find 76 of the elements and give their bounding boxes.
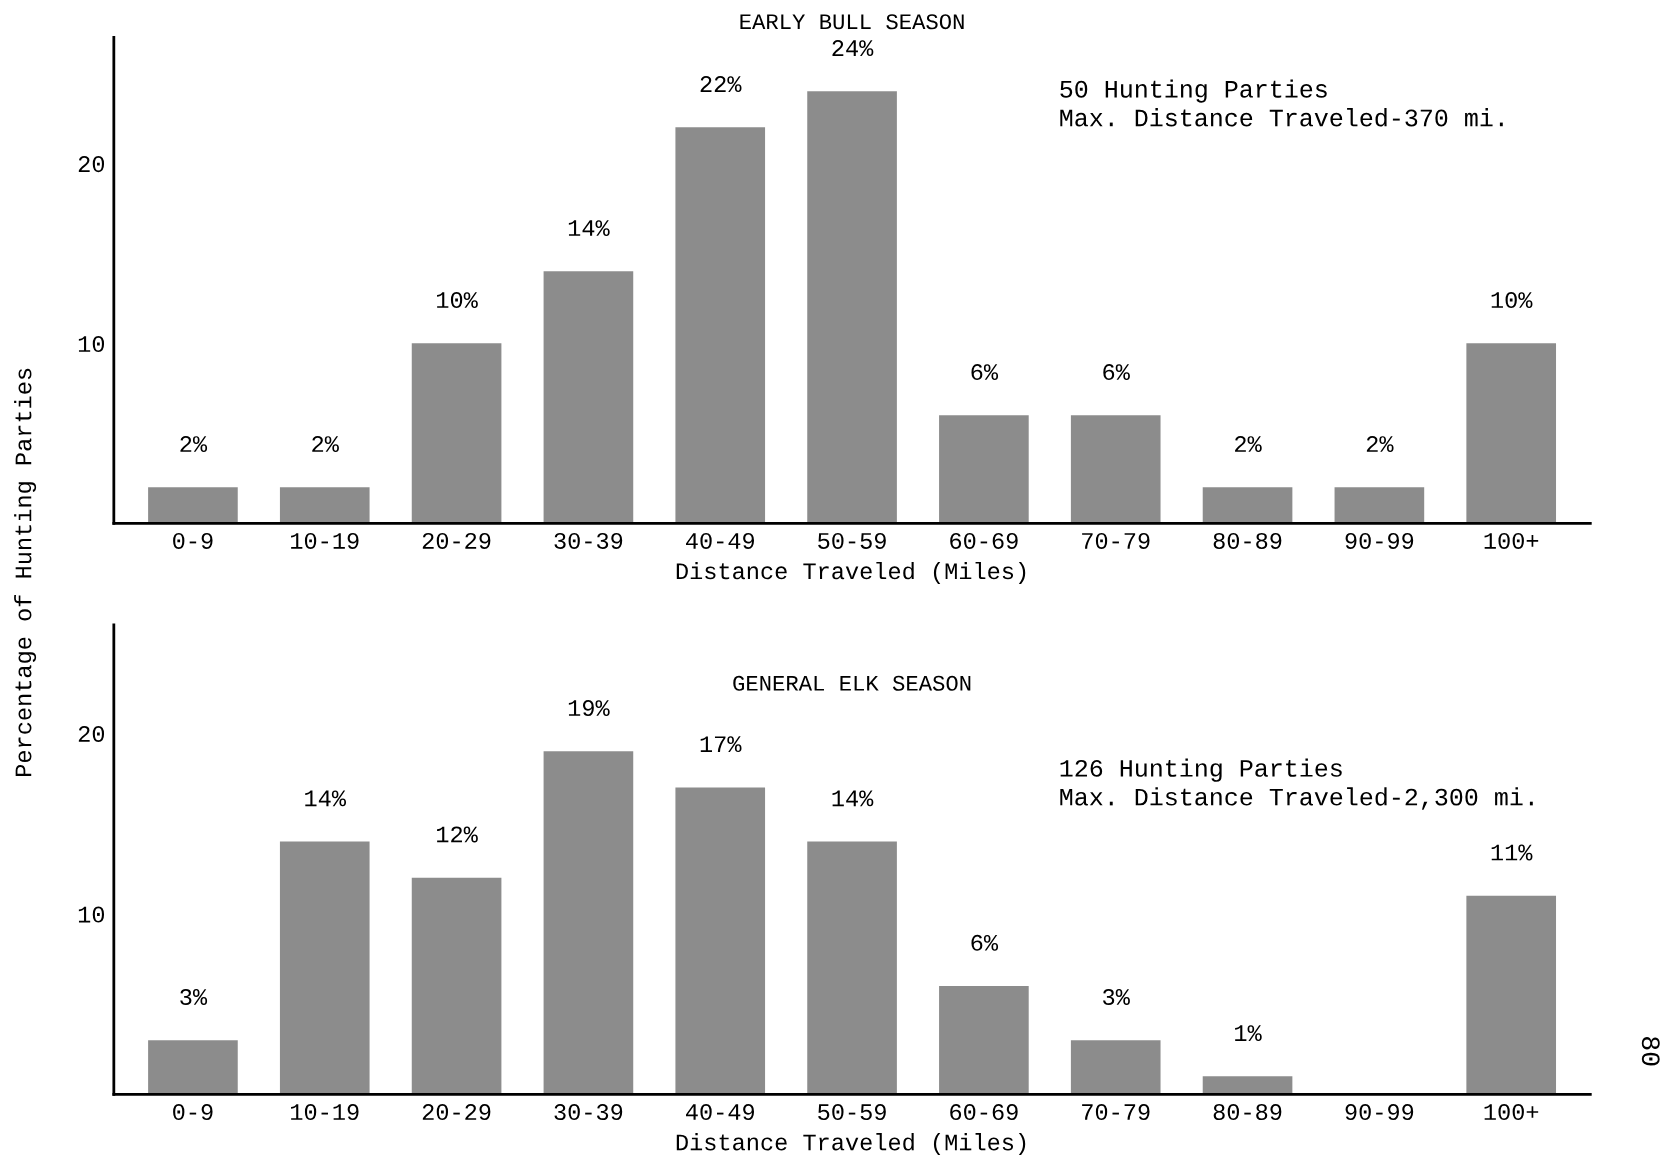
x-tick-label: 50-59 [818,532,886,549]
bar [411,343,502,524]
bar [1202,1076,1293,1095]
data-label: 6% [971,364,999,381]
x-tick-label: 10-19 [291,532,359,549]
bar [543,751,634,1095]
bar [279,487,370,524]
x-tick-label: 20-29 [422,532,491,549]
data-label: 17% [700,736,742,753]
data-label: 12% [437,826,478,843]
bar [807,91,897,524]
x-tick-label: 80-89 [1213,1104,1282,1121]
x-tick-label: 50-59 [818,1104,886,1121]
bar [148,487,238,524]
x-tick-label: 60-69 [950,532,1018,549]
data-label: 10% [437,292,478,309]
x-tick-label: 60-69 [950,1104,1018,1121]
data-label: 22% [700,76,742,93]
text: GENERAL ELK SEASON [733,675,971,691]
x-tick-label: 40-49 [686,532,755,549]
x-axis-title: Distance Traveled (Miles) [676,1133,1026,1156]
x-tick-label: 20-29 [422,1104,491,1121]
bar [279,841,370,1095]
bar [1466,895,1557,1095]
data-label: 14% [832,790,874,807]
x-tick-label: 0-9 [173,1104,213,1121]
data-label: 6% [971,934,999,951]
x-tick-label: 80-89 [1213,532,1282,549]
x-tick-label: 70-79 [1082,1104,1150,1121]
bar [807,841,897,1095]
annotation: 126 Hunting Parties Max. Distance Traveled-2,300 mi. [1060,758,1533,810]
data-label: 1% [1235,1025,1262,1042]
bar [411,877,502,1095]
chart-title: EARLY BULL SEASON [740,14,964,30]
x-tick-label: 40-49 [686,1104,755,1121]
x-tick-label: 10-19 [291,1104,359,1121]
x-tick-label: 70-79 [1082,532,1150,549]
y-tick-label: 10 [78,336,105,353]
bar [1334,487,1425,524]
data-label: 2% [312,436,339,452]
data-label: 2% [1235,436,1262,452]
bar [939,415,1029,524]
data-label: 11% [1491,844,1533,861]
y-axis-title: Percentage of Hunting Parties [14,368,37,776]
data-label: 2% [1366,436,1394,452]
x-tick-label: 0-9 [173,532,213,549]
annotation: 50 Hunting Parties Max. Distance Traveled-370 mi. [1060,79,1503,127]
bar [148,1040,238,1095]
y-tick-label: 20 [78,726,105,743]
data-label: 2% [180,436,208,452]
bar [675,787,766,1095]
bar [939,986,1029,1095]
text: 80 [1641,1037,1660,1066]
x-tick-label: 30-39 [554,1104,623,1121]
bar [1466,343,1557,524]
x-tick-label: 30-39 [554,532,623,549]
data-label: 19% [568,700,610,717]
bar [1070,415,1161,524]
data-label: 14% [305,790,347,807]
bar [675,127,766,524]
data-label: 14% [568,220,610,237]
data-label: 3% [1103,988,1130,1006]
x-tick-label: 90-99 [1345,532,1414,549]
y-tick-label: 20 [78,156,105,173]
data-label: 24% [832,40,874,57]
data-label: 3% [180,988,208,1006]
data-label: 6% [1103,364,1130,381]
bar [1070,1040,1161,1095]
x-tick-label: 100+ [1484,532,1539,549]
bar [543,271,634,524]
y-tick-label: 10 [78,906,105,923]
x-tick-label: 90-99 [1345,1104,1414,1121]
data-label: 10% [1491,292,1533,309]
x-axis-title: Distance Traveled (Miles) [676,561,1026,584]
bar [1202,487,1293,524]
x-tick-label: 100+ [1484,1104,1539,1121]
